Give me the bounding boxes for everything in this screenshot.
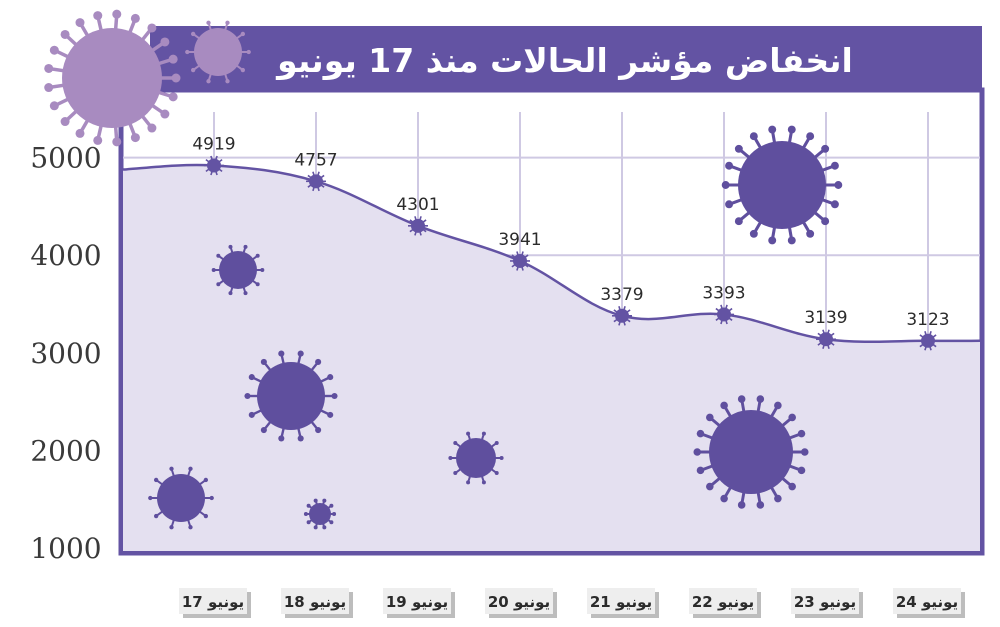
x-label-box	[689, 588, 757, 614]
virus-icon	[448, 431, 504, 485]
virus-icon	[211, 244, 265, 296]
x-tick-label: يونيو 23	[794, 593, 856, 611]
x-tick: يونيو 18	[281, 588, 353, 618]
data-label: 4757	[294, 150, 337, 170]
x-tick-label: يونيو 20	[488, 593, 550, 611]
virus-icon	[185, 20, 251, 84]
data-label: 4919	[192, 135, 235, 155]
x-axis-labels: يونيو 17 يونيو 18 يونيو 19 يونيو 20 يونيو 21…	[179, 588, 965, 618]
data-point	[306, 171, 326, 192]
virus-icon	[303, 498, 337, 530]
x-tick: يونيو 22	[689, 588, 761, 618]
chart-title: انخفاض مؤشر الحالات منذ 17 يونيو	[275, 41, 853, 81]
data-point	[714, 304, 734, 325]
x-tick-label: يونيو 21	[590, 593, 652, 611]
data-label: 3393	[702, 283, 745, 303]
data-point	[408, 216, 428, 236]
x-tick: يونيو 24	[893, 588, 965, 618]
data-label: 3123	[906, 310, 949, 330]
x-label-box	[485, 588, 553, 614]
virus-icon	[44, 9, 181, 147]
series-line	[122, 163, 981, 343]
data-point	[816, 329, 836, 349]
y-tick-label: 1000	[30, 532, 101, 565]
data-label: 3941	[498, 230, 541, 250]
x-tick-label: يونيو 18	[284, 593, 346, 611]
x-label-box	[179, 588, 247, 614]
y-axis-ticks: 1000 2000 3000 4000 5000	[30, 142, 101, 565]
data-labels: 4919 4757 4301 3941 3379 3393 3139 3123	[192, 135, 949, 330]
virus-icon	[721, 125, 843, 245]
virus-decorations	[44, 9, 843, 530]
data-point	[918, 331, 938, 351]
data-point	[204, 155, 224, 176]
x-tick: يونيو 17	[179, 588, 251, 618]
virus-icon	[244, 350, 338, 442]
x-label-box	[281, 588, 349, 614]
x-label-box	[587, 588, 655, 614]
x-label-box	[791, 588, 859, 614]
data-point	[510, 251, 530, 271]
y-tick-label: 3000	[30, 337, 101, 370]
data-label: 4301	[396, 195, 439, 215]
y-tick-label: 2000	[30, 434, 101, 467]
y-tick-label: 4000	[30, 239, 101, 272]
y-tick-label: 5000	[30, 142, 101, 175]
x-tick-label: يونيو 19	[386, 593, 448, 611]
virus-icon	[693, 395, 809, 509]
x-label-box	[893, 588, 961, 614]
data-label: 3379	[600, 285, 643, 305]
data-label: 3139	[804, 308, 847, 328]
x-tick: يونيو 21	[587, 588, 659, 618]
virus-icon	[148, 466, 214, 530]
x-tick: يونيو 23	[791, 588, 863, 618]
x-tick-label: يونيو 17	[182, 593, 244, 611]
x-tick-label: يونيو 24	[896, 593, 958, 611]
x-tick: يونيو 19	[383, 588, 455, 618]
x-label-box	[383, 588, 451, 614]
data-points	[204, 155, 938, 351]
data-point	[612, 306, 632, 326]
x-tick: يونيو 20	[485, 588, 557, 618]
title-banner	[150, 26, 982, 92]
x-tick-label: يونيو 22	[692, 593, 754, 611]
